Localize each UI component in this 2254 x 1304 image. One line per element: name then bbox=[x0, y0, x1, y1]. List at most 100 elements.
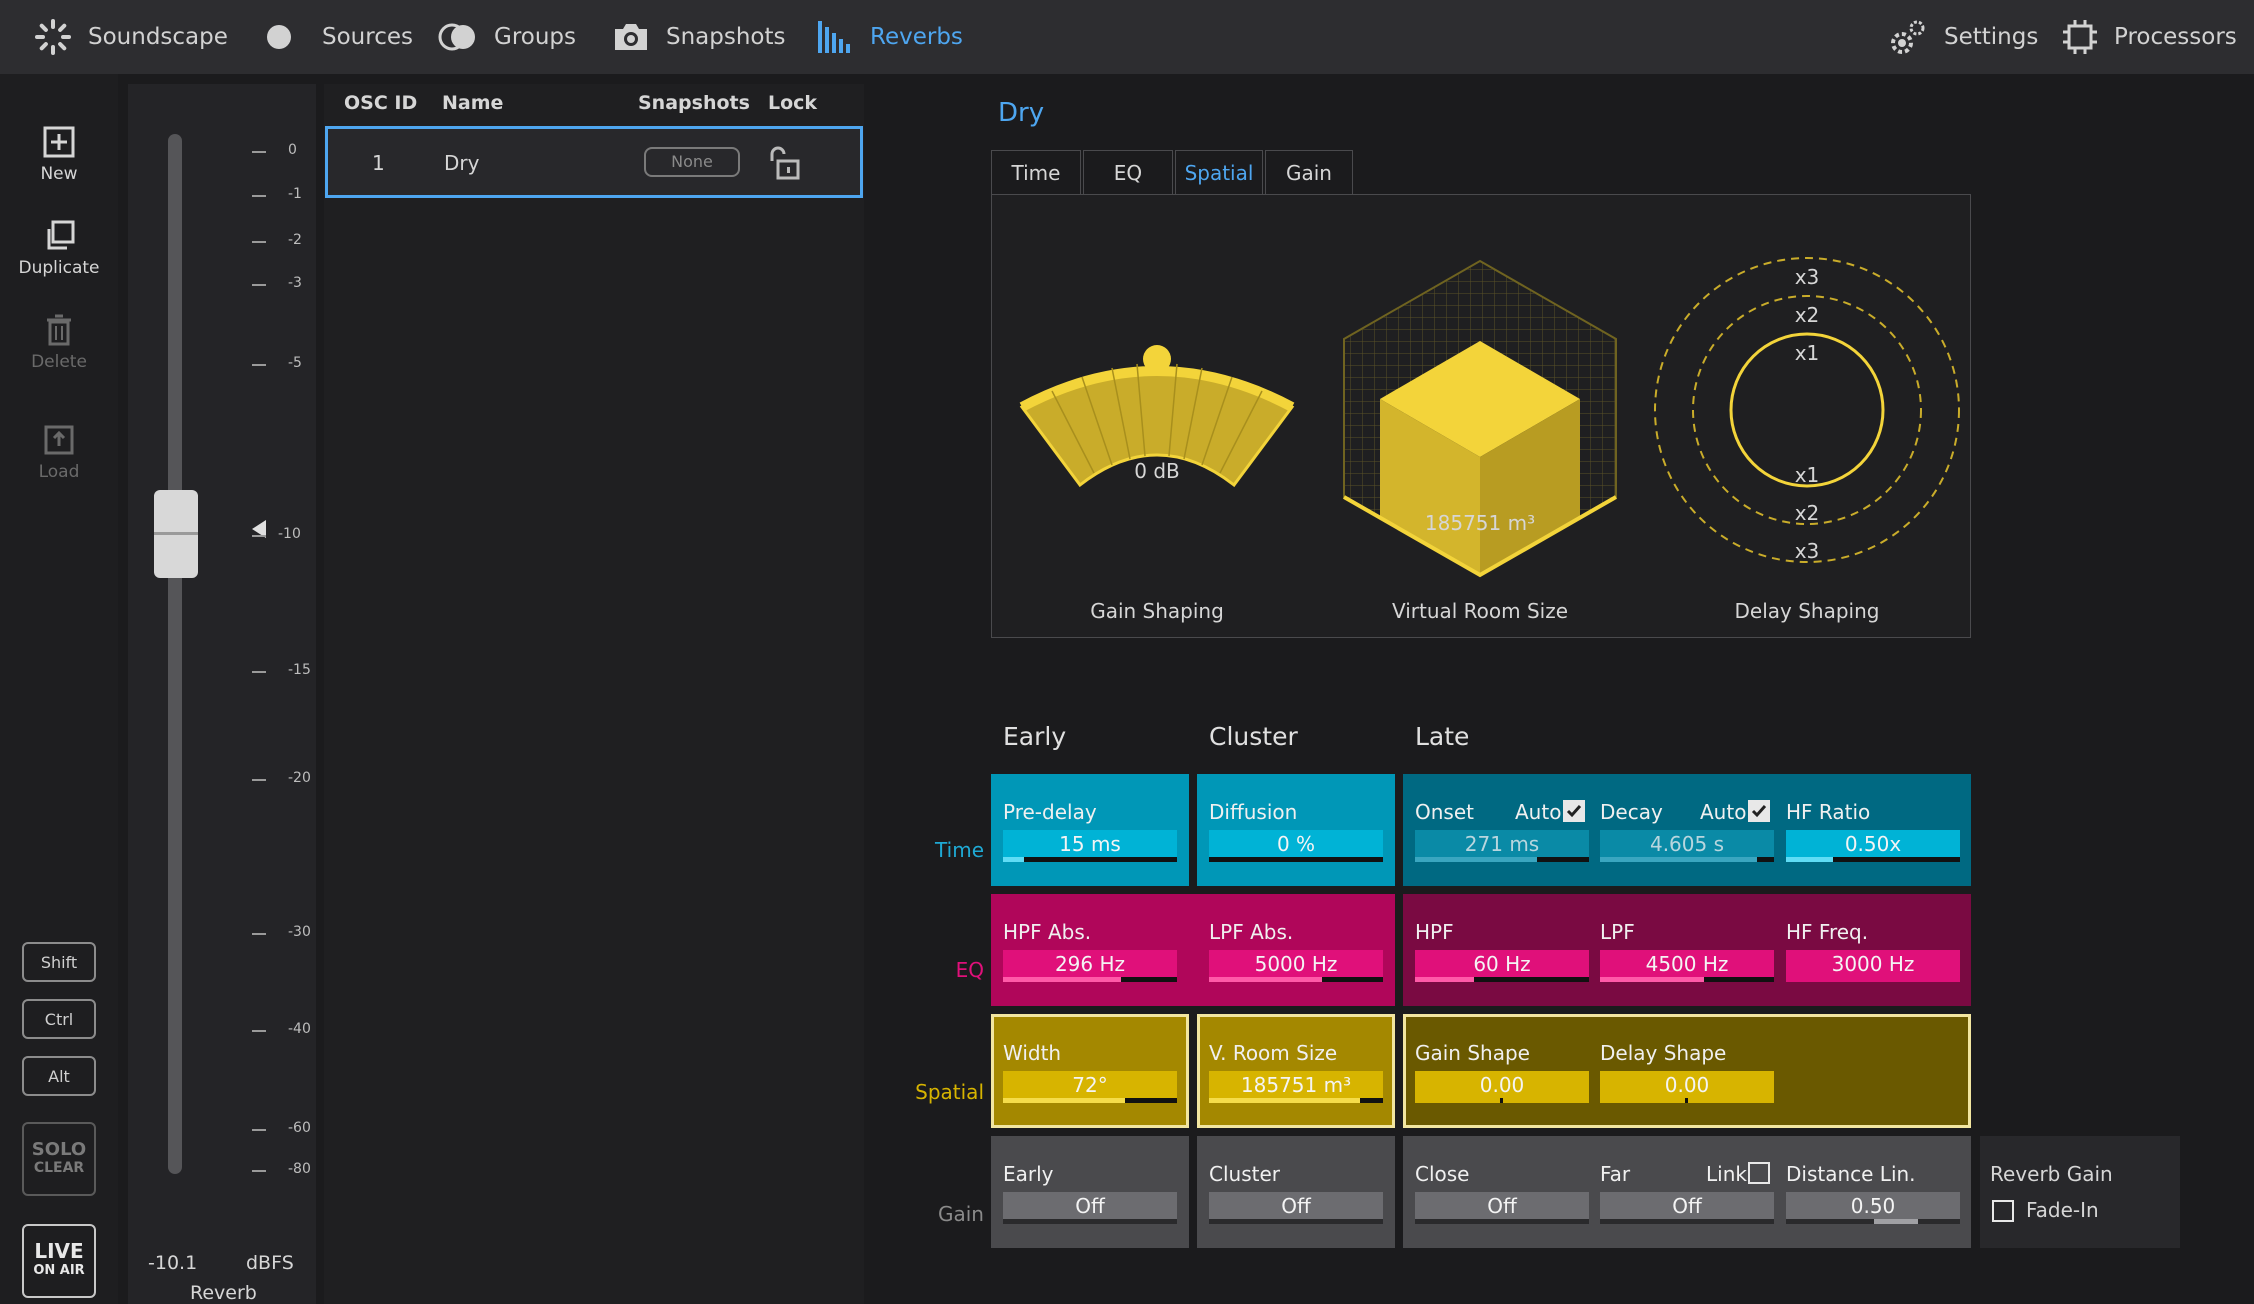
tab-spatial[interactable]: Spatial bbox=[1175, 150, 1263, 194]
row-osc-id: 1 bbox=[372, 151, 385, 175]
lpf-value: 4500 Hz bbox=[1645, 952, 1729, 976]
width-label: Width bbox=[1003, 1041, 1062, 1065]
fader-unit: dBFS bbox=[246, 1252, 294, 1274]
delayshape-label: Delay Shape bbox=[1600, 1041, 1727, 1065]
nav-snapshots[interactable]: Snapshots bbox=[612, 0, 786, 74]
nav-label: Snapshots bbox=[666, 24, 786, 50]
onset-field[interactable]: 271 ms bbox=[1415, 830, 1589, 862]
delay-shaping-caption: Delay Shaping bbox=[1734, 599, 1880, 623]
fade-in-checkbox[interactable] bbox=[1992, 1200, 2014, 1222]
nav-settings[interactable]: Settings bbox=[1888, 0, 2038, 74]
new-label: New bbox=[40, 164, 78, 184]
diffusion-value: 0 % bbox=[1276, 832, 1316, 856]
decay-auto-checkbox[interactable] bbox=[1748, 800, 1770, 822]
diffusion-field[interactable]: 0 % bbox=[1209, 830, 1383, 862]
gain-shaping-graphic[interactable] bbox=[1002, 315, 1312, 515]
distlin-field[interactable]: 0.50 bbox=[1786, 1192, 1960, 1224]
col-osc-id[interactable]: OSC ID bbox=[344, 92, 418, 114]
duplicate-icon bbox=[47, 220, 75, 250]
load-button[interactable]: Load bbox=[0, 424, 118, 482]
scale-tick-label: -15 bbox=[288, 662, 311, 678]
check-icon bbox=[1566, 805, 1582, 818]
early-gain-field[interactable]: Off bbox=[1003, 1192, 1177, 1224]
onset-auto-checkbox[interactable] bbox=[1563, 800, 1585, 822]
nav-label: Processors bbox=[2114, 24, 2237, 50]
nav-reverbs[interactable]: Reverbs bbox=[816, 0, 963, 74]
room-size-caption: Virtual Room Size bbox=[1391, 599, 1569, 623]
spatial-visualizer: 0 dB Gain Shaping 185751 m³ Virtual Room… bbox=[991, 194, 1971, 638]
solo-clear-button[interactable]: SOLO CLEAR bbox=[22, 1122, 96, 1196]
hfratio-field[interactable]: 0.50x bbox=[1786, 830, 1960, 862]
nav-sources[interactable]: Sources bbox=[264, 0, 413, 74]
duplicate-button[interactable]: Duplicate bbox=[0, 220, 118, 278]
table-row[interactable]: 1 Dry None bbox=[325, 126, 863, 198]
lpfabs-label: LPF Abs. bbox=[1209, 920, 1294, 944]
far-gain-field[interactable]: Off bbox=[1600, 1192, 1774, 1224]
lpfabs-value: 5000 Hz bbox=[1254, 952, 1338, 976]
delayshape-field[interactable]: 0.00 bbox=[1600, 1071, 1774, 1103]
lpf-field[interactable]: 4500 Hz bbox=[1600, 950, 1774, 982]
hffreq-field[interactable]: 3000 Hz bbox=[1786, 950, 1960, 982]
lpfabs-field[interactable]: 5000 Hz bbox=[1209, 950, 1383, 982]
scale-tick-mark bbox=[252, 1170, 266, 1172]
delete-button[interactable]: Delete bbox=[0, 314, 118, 372]
predelay-field[interactable]: 15 ms bbox=[1003, 830, 1177, 862]
gainshape-label: Gain Shape bbox=[1415, 1041, 1530, 1065]
cluster-gain-field[interactable]: Off bbox=[1209, 1192, 1383, 1224]
delay-ring-label: x2 bbox=[1794, 501, 1820, 525]
hfratio-value: 0.50x bbox=[1844, 832, 1902, 856]
tab-eq[interactable]: EQ bbox=[1083, 150, 1173, 194]
delay-ring-label: x1 bbox=[1794, 341, 1820, 365]
soundscape-icon bbox=[35, 19, 71, 55]
room-size-value: 185751 m³ bbox=[1424, 511, 1536, 535]
delay-ring-label: x3 bbox=[1794, 539, 1820, 563]
nav-soundscape[interactable]: Soundscape bbox=[34, 0, 228, 74]
late-time-panel: Onset Auto 271 ms Decay Auto 4.605 s HF … bbox=[1403, 774, 1971, 886]
hpfabs-field[interactable]: 296 Hz bbox=[1003, 950, 1177, 982]
hpf-field[interactable]: 60 Hz bbox=[1415, 950, 1589, 982]
diffusion-label: Diffusion bbox=[1209, 800, 1298, 824]
scale-tick-label: -60 bbox=[288, 1120, 311, 1136]
gainshape-field[interactable]: 0.00 bbox=[1415, 1071, 1589, 1103]
fader-track[interactable] bbox=[168, 134, 182, 1174]
gain-shaping-value: 0 dB bbox=[1134, 459, 1180, 483]
scale-tick-mark bbox=[252, 1030, 266, 1032]
nav-label: Soundscape bbox=[88, 24, 228, 50]
eq-late-panel: HPF 60 Hz LPF 4500 Hz HF Freq. 3000 Hz bbox=[1403, 894, 1971, 1006]
tab-time[interactable]: Time bbox=[991, 150, 1081, 194]
snapshot-select[interactable]: None bbox=[644, 147, 740, 177]
room-size-graphic[interactable] bbox=[1338, 257, 1622, 587]
scale-tick-label: -80 bbox=[288, 1161, 311, 1177]
reverb-table: OSC ID Name Snapshots Lock 1 Dry None bbox=[324, 84, 864, 1304]
delay-shaping-graphic[interactable] bbox=[1652, 255, 1962, 565]
gainshape-value: 0.00 bbox=[1479, 1073, 1525, 1097]
nav-groups[interactable]: Groups bbox=[438, 0, 576, 74]
onset-auto-label: Auto bbox=[1515, 800, 1562, 824]
scale-tick-mark bbox=[252, 195, 266, 197]
nav-processors[interactable]: Processors bbox=[2062, 0, 2237, 74]
col-name[interactable]: Name bbox=[442, 92, 504, 114]
unlock-icon[interactable] bbox=[768, 145, 802, 181]
close-gain-field[interactable]: Off bbox=[1415, 1192, 1589, 1224]
col-snapshots[interactable]: Snapshots bbox=[638, 92, 750, 114]
tab-gain[interactable]: Gain bbox=[1265, 150, 1353, 194]
shift-button[interactable]: Shift bbox=[22, 942, 96, 982]
col-lock[interactable]: Lock bbox=[768, 92, 818, 114]
live-on-air-button[interactable]: LIVE ON AIR bbox=[22, 1224, 96, 1298]
vroom-field[interactable]: 185751 m³ bbox=[1209, 1071, 1383, 1103]
new-button[interactable]: New bbox=[0, 126, 118, 184]
decay-value: 4.605 s bbox=[1649, 832, 1725, 856]
link-checkbox[interactable] bbox=[1748, 1162, 1770, 1184]
fader-handle[interactable] bbox=[154, 490, 198, 578]
early-gain-label: Early bbox=[1003, 1162, 1054, 1186]
decay-auto-label: Auto bbox=[1700, 800, 1747, 824]
decay-field[interactable]: 4.605 s bbox=[1600, 830, 1774, 862]
row-name: Dry bbox=[444, 151, 480, 175]
hffreq-value: 3000 Hz bbox=[1831, 952, 1915, 976]
lpf-label: LPF bbox=[1600, 920, 1635, 944]
alt-button[interactable]: Alt bbox=[22, 1056, 96, 1096]
width-field[interactable]: 72° bbox=[1003, 1071, 1177, 1103]
fade-in-label: Fade-In bbox=[2026, 1198, 2099, 1222]
far-gain-value: Off bbox=[1672, 1194, 1702, 1218]
ctrl-button[interactable]: Ctrl bbox=[22, 999, 96, 1039]
